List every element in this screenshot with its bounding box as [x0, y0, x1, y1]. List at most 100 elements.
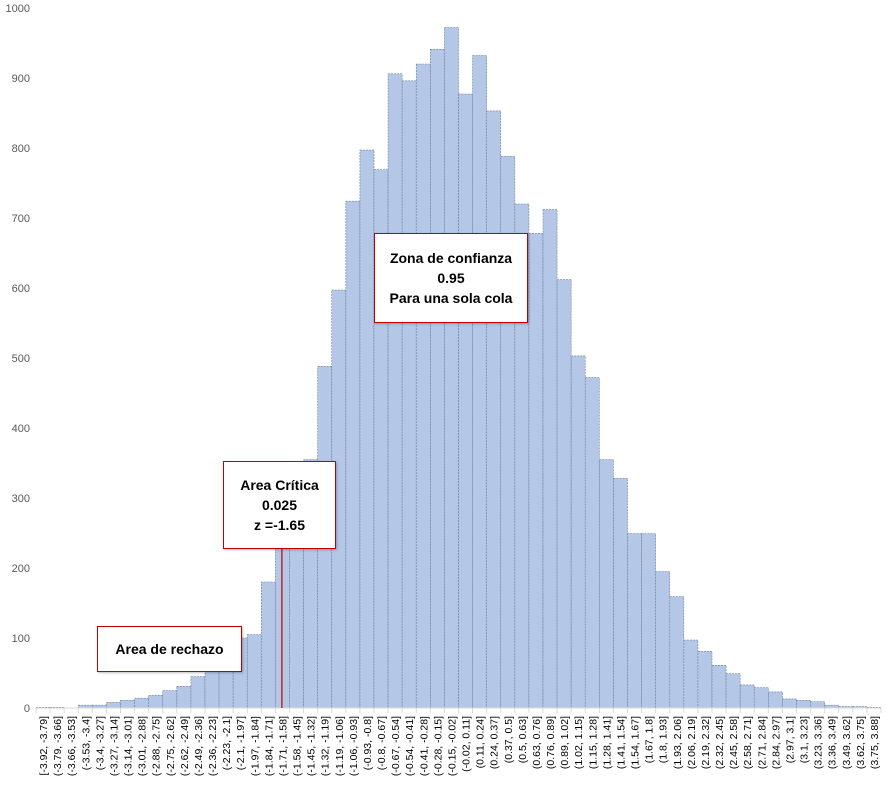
histogram-bar	[725, 673, 741, 709]
histogram-bar	[613, 478, 628, 709]
histogram-bar	[162, 690, 178, 709]
y-tick-label: 200	[12, 563, 30, 575]
x-tick-label: (2.32, 2.45]	[714, 716, 726, 769]
histogram-bar	[176, 685, 192, 709]
rejection-area-label: Area de rechazo	[115, 641, 224, 657]
histogram-bar	[683, 639, 699, 709]
histogram-bar	[753, 687, 769, 709]
confidence-zone-value: 0.95	[437, 270, 465, 286]
x-tick-label: (1.54, 1.67]	[630, 716, 642, 769]
x-tick-label: (3.49, 3.62]	[841, 716, 853, 769]
x-tick-label: (-2.23, -2.1]	[221, 716, 233, 770]
critical-z-value: z =-1.65	[254, 517, 305, 533]
critical-area-callout: Area Crítica 0.025 z =-1.65	[223, 461, 336, 549]
y-axis: 0 100 200 300 400 500 600 700 800 900 1000	[6, 3, 30, 715]
x-tick-label: (-1.45, -1.32]	[306, 716, 318, 776]
histogram-bar	[134, 697, 149, 709]
x-tick-label: (2.58, 2.71]	[742, 716, 754, 769]
x-tick-label: (-1.19, -1.06]	[334, 716, 346, 776]
x-tick-label: (-0.02, 0.11]	[461, 716, 473, 772]
y-tick-label: 800	[12, 143, 30, 155]
histogram-bar	[120, 699, 135, 709]
x-axis: [-3.92, -3.79] (-3.79, -3.66] (-3.66, -3.5…	[35, 707, 882, 776]
x-tick-label: (0.89, 1.02]	[559, 716, 571, 769]
y-tick-label: 300	[12, 493, 30, 505]
x-tick-label: (-0.28, -0.15]	[432, 716, 444, 776]
histogram-bar	[768, 691, 783, 709]
x-tick-label: (3.1, 3.23]	[799, 716, 811, 763]
x-tick-label: (1.02, 1.15]	[573, 716, 585, 769]
confidence-zone-callout: Zona de confianza 0.95 Para una sola col…	[374, 233, 528, 323]
x-tick-label: (-3.14, -3.01]	[123, 716, 135, 776]
x-tick-label: (3.23, 3.36]	[813, 716, 825, 769]
histogram-bar	[697, 650, 713, 709]
y-tick-label: 0	[24, 703, 30, 715]
y-tick-label: 400	[12, 423, 30, 435]
x-tick-label: (-1.58, -1.45]	[292, 716, 304, 776]
x-tick-label: (-3.79, -3.66]	[52, 716, 64, 776]
x-tick-label: [-3.92, -3.79]	[38, 716, 50, 776]
critical-area-value: 0.025	[261, 497, 298, 513]
x-tick-label: (-2.49, -2.36]	[193, 716, 205, 776]
histogram-bar	[542, 209, 558, 709]
rejection-area-callout: Area de rechazo	[97, 626, 242, 672]
histogram-bar	[782, 698, 797, 709]
y-tick-label: 900	[12, 73, 30, 85]
x-tick-label: (-2.88, -2.75]	[151, 716, 163, 776]
x-tick-label: (3.75, 3.88]	[869, 716, 881, 769]
x-tick-label: (1.41, 1.54]	[615, 716, 627, 769]
x-tick-label: (1.15, 1.28]	[587, 716, 599, 769]
y-tick-label: 600	[12, 283, 30, 295]
histogram-bar	[190, 676, 206, 709]
x-tick-label: (-3.53, -3.4]	[80, 716, 92, 770]
x-tick-label: (1.93, 2.06]	[672, 716, 684, 769]
x-tick-label: (1.28, 1.41]	[601, 716, 613, 769]
histogram-bar	[669, 596, 685, 709]
critical-area-title: Area Crítica	[240, 477, 319, 493]
histogram-bar	[415, 63, 431, 709]
x-tick-label: (2.97, 3.1]	[784, 716, 796, 763]
x-tick-label: (-1.84, -1.71]	[263, 716, 275, 776]
confidence-zone-note: Para una sola cola	[389, 290, 513, 306]
histogram-bar	[106, 702, 121, 709]
histogram-bar	[486, 110, 502, 709]
histogram-bar	[528, 233, 544, 709]
histogram-bar	[556, 279, 572, 709]
y-tick-label: 100	[12, 633, 30, 645]
histogram-bar	[401, 80, 417, 709]
x-tick-label: (0.76, 0.89]	[545, 716, 557, 769]
x-tick-label: (1.67, 1.8]	[644, 716, 656, 763]
histogram-bar	[246, 634, 262, 709]
histogram-bar	[387, 73, 403, 709]
y-tick-label: 1000	[6, 3, 30, 15]
histogram-bar	[430, 48, 445, 709]
x-tick-label: (2.06, 2.19]	[686, 716, 698, 769]
x-tick-label: (3.62, 3.75]	[855, 716, 867, 769]
histogram-bar	[92, 704, 107, 709]
x-tick-label: (0.11, 0.24]	[475, 716, 487, 768]
x-tick-label: (0.5, 0.63]	[517, 716, 529, 763]
x-tick-label: (-3.4, -3.27]	[94, 716, 106, 770]
histogram-bar	[345, 200, 361, 709]
x-tick-label: (-1.97, -1.84]	[249, 716, 261, 776]
bars	[35, 27, 882, 709]
x-tick-label: (0.63, 0.76]	[531, 716, 543, 769]
histogram-bar	[599, 459, 614, 709]
x-tick-label: (-0.93, -0.8]	[362, 716, 374, 770]
histogram-bar	[570, 355, 586, 709]
x-tick-label: (-0.15, -0.02]	[446, 716, 458, 776]
x-tick-label: (-0.41, -0.28]	[418, 716, 430, 776]
x-tick-label: (-3.27, -3.14]	[108, 716, 120, 776]
x-tick-label: (-0.67, -0.54]	[390, 716, 402, 776]
histogram-bar	[584, 377, 600, 709]
x-tick-label: (-2.1, -1.97]	[235, 716, 247, 770]
histogram-bar	[641, 533, 656, 709]
x-tick-label: (3.36, 3.49]	[827, 716, 839, 769]
histogram-bar	[627, 533, 642, 709]
x-tick-label: (-0.8, -0.67]	[376, 716, 388, 770]
y-tick-label: 500	[12, 353, 30, 365]
x-tick-label: (-1.32, -1.19]	[320, 716, 332, 776]
histogram-bar	[458, 93, 473, 709]
x-tick-label: (-1.71, -1.58]	[277, 716, 289, 776]
